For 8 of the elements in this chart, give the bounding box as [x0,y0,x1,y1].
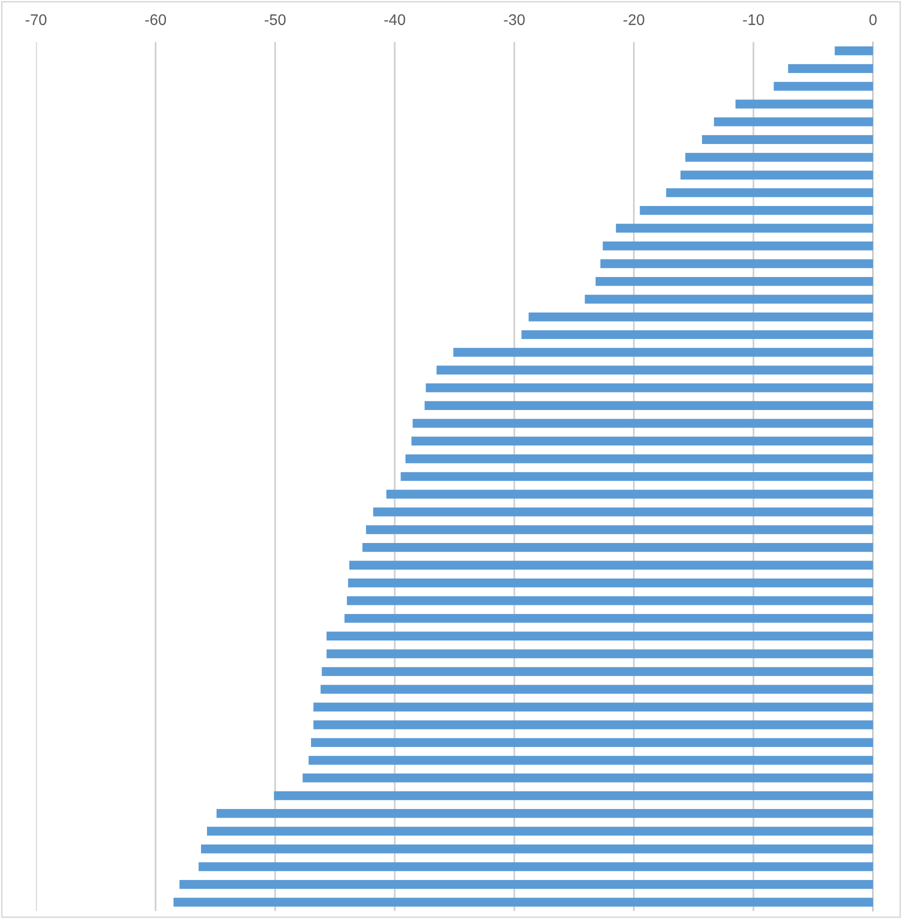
x-tick-label: -70 [26,14,46,26]
x-tick-label: -20 [623,14,644,26]
x-tick-label: -60 [145,14,166,26]
x-tick-label: -10 [743,14,764,26]
x-tick-label: 0 [869,14,877,26]
x-tick-label: -40 [384,14,406,26]
x-tick-label: -50 [264,14,286,26]
x-tick-label: -30 [504,14,525,26]
